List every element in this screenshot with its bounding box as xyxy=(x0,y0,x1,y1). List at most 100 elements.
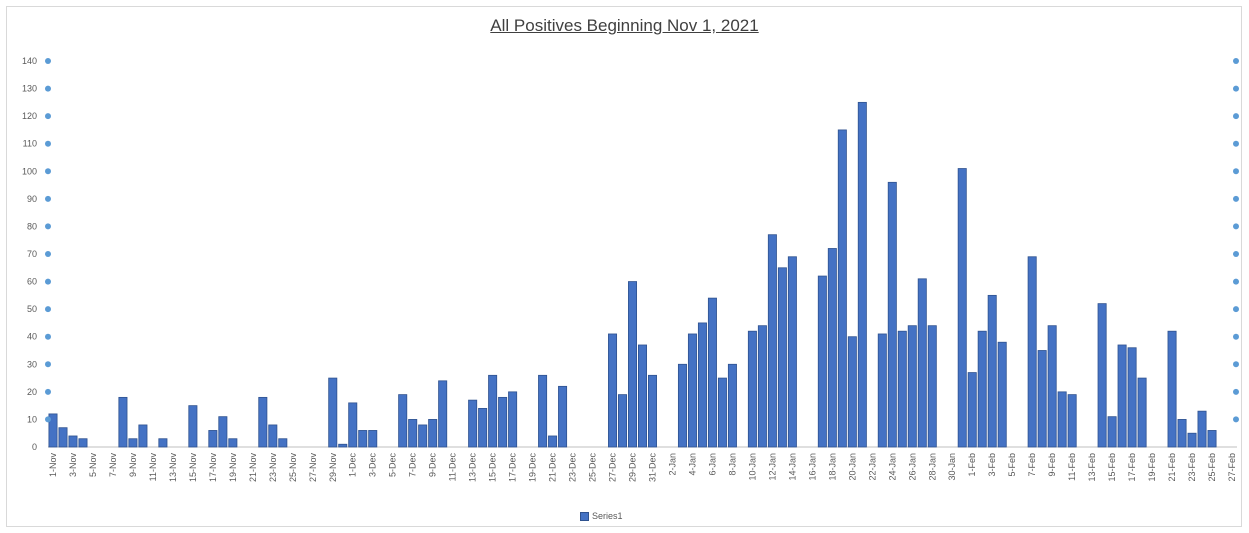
marker-dot xyxy=(1233,113,1239,120)
x-tick-label: 29-Nov xyxy=(328,453,338,483)
bar-27-Dec xyxy=(608,333,618,448)
marker-dot xyxy=(45,416,51,423)
x-tick-label: 21-Nov xyxy=(248,453,258,483)
bar-25-Jan xyxy=(897,330,907,448)
x-tick-label: 27-Nov xyxy=(308,453,318,483)
x-tick-label: 23-Nov xyxy=(268,453,278,483)
x-tick-label: 31-Dec xyxy=(647,453,657,483)
bar-29-Dec xyxy=(628,281,638,448)
bar-24-Jan xyxy=(887,181,897,448)
y-tick-label: 40 xyxy=(27,332,37,342)
marker-dot xyxy=(45,168,51,175)
bar-2-Dec xyxy=(358,430,368,448)
bar-8-Nov xyxy=(118,396,128,448)
x-tick-label: 5-Nov xyxy=(88,453,98,478)
x-tick-label: 19-Dec xyxy=(528,453,538,483)
chart-title: All Positives Beginning Nov 1, 2021 xyxy=(490,16,759,35)
marker-dot xyxy=(1233,388,1239,395)
x-tick-label: 12-Jan xyxy=(767,453,777,481)
marker-dot xyxy=(1233,168,1239,175)
marker-dot xyxy=(1233,278,1239,285)
bar-15-Dec xyxy=(488,374,498,448)
marker-dot xyxy=(1233,251,1239,257)
bar-11-Jan xyxy=(757,325,767,448)
bar-29-Nov xyxy=(328,377,338,448)
bar-14-Feb xyxy=(1097,303,1107,448)
x-tick-label: 7-Nov xyxy=(108,453,118,478)
bar-21-Feb xyxy=(1167,330,1177,448)
bar-3-Dec xyxy=(368,430,378,448)
x-tick-label: 13-Dec xyxy=(468,453,478,483)
x-tick-label: 24-Jan xyxy=(887,453,897,481)
bar-13-Jan xyxy=(777,267,787,448)
marker-dot xyxy=(45,223,51,230)
x-tick-label: 14-Jan xyxy=(787,453,797,481)
marker-dot xyxy=(45,361,51,368)
x-tick-label: 27-Feb xyxy=(1227,453,1237,482)
x-tick-label: 9-Nov xyxy=(128,453,138,478)
bar-10-Feb xyxy=(1057,391,1067,448)
bar-12-Nov xyxy=(158,438,168,448)
y-tick-label: 70 xyxy=(27,249,37,259)
x-tick-label: 15-Nov xyxy=(188,453,198,483)
x-tick-label: 11-Dec xyxy=(448,453,458,482)
x-tick-label: 5-Feb xyxy=(1007,453,1017,477)
bar-1-Feb xyxy=(967,372,977,448)
x-tick-label: 21-Dec xyxy=(548,453,558,483)
bar-17-Jan xyxy=(817,275,827,448)
x-tick-label: 8-Jan xyxy=(727,453,737,476)
x-tick-label: 7-Feb xyxy=(1027,453,1037,477)
marker-dot xyxy=(1233,58,1239,64)
bar-17-Nov xyxy=(208,430,218,448)
bar-16-Feb xyxy=(1117,344,1127,448)
marker-dot xyxy=(45,306,51,313)
x-tick-label: 17-Dec xyxy=(508,453,518,483)
bar-18-Feb xyxy=(1137,377,1147,448)
bar-13-Dec xyxy=(468,399,478,448)
x-tick-label: 19-Nov xyxy=(228,453,238,483)
x-tick-label: 25-Dec xyxy=(588,453,598,483)
x-tick-label: 19-Feb xyxy=(1147,453,1157,482)
bar-22-Dec xyxy=(558,385,568,448)
x-tick-label: 25-Nov xyxy=(288,453,298,483)
marker-dot xyxy=(1233,223,1239,230)
bar-31-Dec xyxy=(647,374,657,448)
x-tick-label: 5-Dec xyxy=(388,453,398,478)
marker-dot xyxy=(45,278,51,285)
bar-21-Jan xyxy=(857,101,867,448)
bar-7-Jan xyxy=(717,377,727,448)
marker-dot xyxy=(1233,140,1239,147)
y-tick-label: 110 xyxy=(23,139,37,149)
y-tick-label: 80 xyxy=(27,221,37,231)
marker-dot xyxy=(45,388,51,395)
bar-20-Dec xyxy=(538,374,548,448)
bar-22-Nov xyxy=(258,396,268,448)
bar-1-Dec xyxy=(348,402,358,448)
bar-19-Nov xyxy=(228,438,238,448)
y-tick-label: 60 xyxy=(27,277,37,287)
x-tick-label: 23-Feb xyxy=(1187,453,1197,482)
bar-31-Jan xyxy=(957,168,967,448)
bar-16-Dec xyxy=(498,396,508,448)
x-tick-label: 11-Nov xyxy=(148,453,158,482)
y-tick-label: 90 xyxy=(27,194,37,204)
marker-dot xyxy=(45,58,51,64)
bar-10-Nov xyxy=(138,424,148,448)
bar-17-Feb xyxy=(1127,347,1137,448)
bar-15-Nov xyxy=(188,405,198,448)
x-tick-label: 11-Feb xyxy=(1067,453,1077,481)
y-tick-label: 100 xyxy=(22,166,37,176)
bar-10-Jan xyxy=(747,330,757,448)
x-tick-label: 9-Feb xyxy=(1047,453,1057,477)
bar-3-Nov xyxy=(68,435,78,448)
x-tick-label: 4-Jan xyxy=(687,453,697,476)
bar-15-Feb xyxy=(1107,416,1117,448)
x-tick-label: 17-Nov xyxy=(208,453,218,483)
y-tick-label: 130 xyxy=(22,84,37,94)
bar-12-Jan xyxy=(767,234,777,448)
bar-14-Jan xyxy=(787,256,797,448)
x-tick-label: 3-Dec xyxy=(368,453,378,478)
bar-10-Dec xyxy=(438,380,448,448)
marker-dot xyxy=(1233,195,1239,202)
bar-2-Nov xyxy=(58,427,68,448)
